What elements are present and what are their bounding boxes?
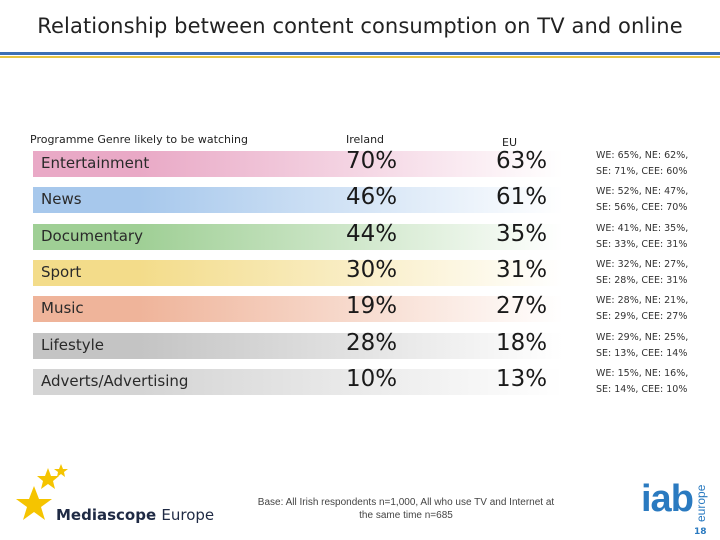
region-breakdown-line1: WE: 32%, NE: 27%, xyxy=(596,258,689,270)
table-row: Adverts/Advertising 10% 13% WE: 15%, NE: 16… xyxy=(0,364,720,400)
mediascope-brand-light: Europe xyxy=(161,506,215,524)
genre-color-band xyxy=(33,296,563,323)
base-footnote-line2: the same time n=685 xyxy=(359,510,453,521)
mediascope-stars-logo xyxy=(16,464,68,520)
eu-value: 61% xyxy=(496,184,548,211)
region-breakdown-line1: WE: 52%, NE: 47%, xyxy=(596,186,689,198)
page-number: 18 xyxy=(694,527,707,537)
region-breakdown-line1: WE: 65%, NE: 62%, xyxy=(596,150,689,161)
table-row: Entertainment 70% 63% WE: 65%, NE: 62%, SE: … xyxy=(0,146,720,182)
region-breakdown-line1: WE: 28%, NE: 21%, xyxy=(596,295,689,307)
eu-value: 27% xyxy=(496,293,548,320)
mediascope-wordmark: Mediascope Europe xyxy=(56,506,214,524)
table-row: Lifestyle 28% 18% WE: 29%, NE: 25%, SE: 13%,… xyxy=(0,328,720,364)
column-header-genre: Programme Genre likely to be watching xyxy=(30,133,248,146)
ireland-value: 30% xyxy=(346,256,398,283)
region-breakdown: WE: 15%, NE: 16%, SE: 14%, CEE: 10% xyxy=(596,366,716,398)
region-breakdown-line2: SE: 29%, CEE: 27% xyxy=(596,311,688,323)
genre-color-band xyxy=(33,223,563,250)
star-icon xyxy=(37,468,59,489)
region-breakdown: WE: 52%, NE: 47%, SE: 56%, CEE: 70% xyxy=(596,184,716,216)
column-header-ireland: Ireland xyxy=(346,133,385,146)
eu-value: 18% xyxy=(496,329,548,356)
region-breakdown-line2: SE: 56%, CEE: 70% xyxy=(596,202,688,214)
mediascope-brand-bold: Mediascope xyxy=(56,506,157,524)
ireland-value: 10% xyxy=(346,365,398,392)
genre-label: Entertainment xyxy=(41,154,150,172)
region-breakdown: WE: 41%, NE: 35%, SE: 33%, CEE: 31% xyxy=(596,221,716,253)
region-breakdown-line2: SE: 13%, CEE: 14% xyxy=(596,347,688,359)
genre-label: Music xyxy=(41,299,84,318)
ireland-value: 46% xyxy=(346,184,398,211)
region-breakdown: WE: 28%, NE: 21%, SE: 29%, CEE: 27% xyxy=(596,293,716,325)
ireland-value: 28% xyxy=(346,329,398,356)
header-rule-yellow xyxy=(0,56,720,58)
region-breakdown-line2: SE: 14%, CEE: 10% xyxy=(596,383,688,395)
genre-color-band xyxy=(33,151,563,177)
header-rule-blue xyxy=(0,52,720,55)
table-row: Music 19% 27% WE: 28%, NE: 21%, SE: 29%, CEE… xyxy=(0,291,720,327)
ireland-value: 19% xyxy=(346,293,398,320)
column-header-eu: EU xyxy=(502,136,518,149)
genre-color-band xyxy=(33,187,563,214)
genre-label: Documentary xyxy=(41,226,143,245)
ireland-value: 70% xyxy=(346,148,398,174)
region-breakdown-line2: SE: 71%, CEE: 60% xyxy=(596,166,688,177)
genre-color-band xyxy=(33,368,563,395)
eu-value: 35% xyxy=(496,220,548,247)
base-footnote: Base: All Irish respondents n=1,000, All… xyxy=(238,496,574,522)
iab-europe-label: europe xyxy=(694,484,708,522)
star-icon xyxy=(54,464,68,477)
table-row: Documentary 44% 35% WE: 41%, NE: 35%, SE: 33… xyxy=(0,219,720,255)
genre-label: Lifestyle xyxy=(41,335,105,354)
table-row: Sport 30% 31% WE: 32%, NE: 27%, SE: 28%, CEE… xyxy=(0,255,720,291)
base-footnote-line1: Base: All Irish respondents n=1,000, All… xyxy=(257,497,555,508)
genre-label: Adverts/Advertising xyxy=(41,371,189,390)
eu-value: 63% xyxy=(496,148,548,174)
ireland-value: 44% xyxy=(346,220,398,247)
eu-value: 13% xyxy=(496,365,548,392)
region-breakdown-line2: SE: 33%, CEE: 31% xyxy=(596,238,688,250)
region-breakdown-line1: WE: 41%, NE: 35%, xyxy=(596,222,689,234)
slide-title: Relationship between content consumption… xyxy=(37,14,683,38)
region-breakdown: WE: 29%, NE: 25%, SE: 13%, CEE: 14% xyxy=(596,330,716,362)
region-breakdown-line2: SE: 28%, CEE: 31% xyxy=(596,274,688,286)
eu-value: 31% xyxy=(496,256,548,283)
region-breakdown: WE: 65%, NE: 62%, SE: 71%, CEE: 60% xyxy=(596,148,716,180)
region-breakdown-line1: WE: 15%, NE: 16%, xyxy=(596,367,689,379)
genre-color-band xyxy=(33,332,563,359)
genre-label: News xyxy=(41,190,82,209)
genre-color-band xyxy=(33,259,563,286)
iab-logo: iab xyxy=(641,478,694,520)
genre-label: Sport xyxy=(41,262,82,281)
region-breakdown-line1: WE: 29%, NE: 25%, xyxy=(596,331,689,343)
star-icon xyxy=(16,486,52,520)
region-breakdown: WE: 32%, NE: 27%, SE: 28%, CEE: 31% xyxy=(596,257,716,289)
table-row: News 46% 61% WE: 52%, NE: 47%, SE: 56%, CEE:… xyxy=(0,182,720,218)
